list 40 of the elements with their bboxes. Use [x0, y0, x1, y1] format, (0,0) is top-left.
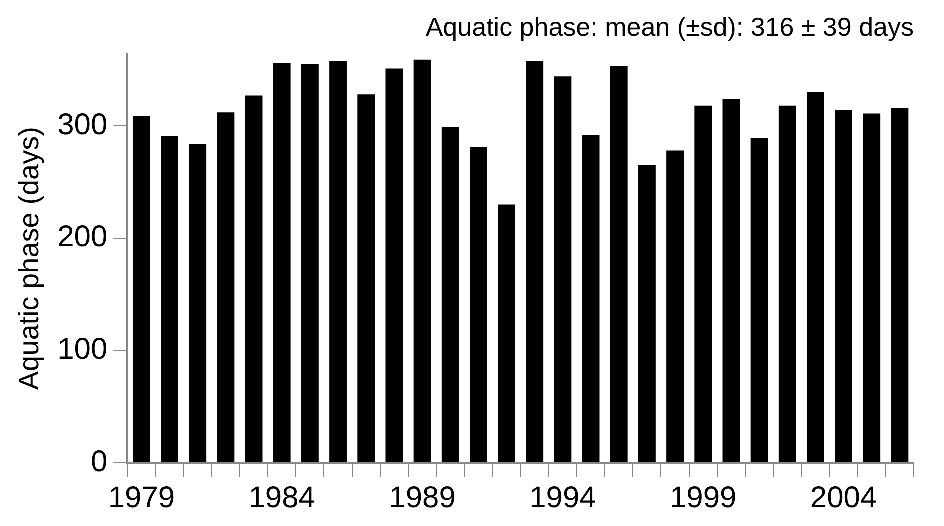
x-tick-label: 1984 — [248, 481, 316, 514]
bar — [638, 165, 656, 462]
bar — [386, 68, 404, 462]
bar — [526, 60, 544, 462]
bar — [161, 136, 178, 462]
bar — [750, 138, 768, 462]
x-tick-label: 1989 — [389, 481, 456, 514]
bar — [442, 127, 460, 462]
chart-title: Aquatic phase: mean (±sd): 316 ± 39 days — [426, 12, 914, 42]
bar — [778, 106, 796, 462]
x-tick-label: 1999 — [670, 481, 737, 514]
bar — [694, 106, 712, 462]
bar — [807, 92, 824, 462]
bar — [358, 94, 376, 462]
bar — [610, 66, 628, 462]
bar — [245, 96, 263, 462]
bar — [301, 64, 319, 462]
bar — [414, 60, 432, 462]
bar — [863, 114, 881, 462]
bar — [722, 99, 740, 462]
y-tick-label: 0 — [90, 445, 108, 478]
x-tick-label: 1994 — [530, 481, 596, 514]
bar — [498, 204, 516, 462]
bar — [891, 108, 909, 462]
bar — [666, 150, 684, 462]
bar — [132, 116, 150, 462]
bar — [470, 147, 488, 462]
y-tick-label: 100 — [58, 332, 108, 366]
bar — [189, 144, 207, 462]
y-axis-title: Aquatic phase (days) — [14, 127, 45, 390]
y-tick-label: 300 — [58, 108, 108, 142]
bar — [273, 63, 291, 462]
x-tick-label: 1979 — [108, 481, 176, 514]
y-tick-label: 200 — [58, 220, 108, 254]
bar — [330, 60, 347, 462]
bar — [554, 76, 572, 462]
bar — [217, 112, 235, 462]
bar — [835, 110, 852, 462]
x-tick-label: 2004 — [810, 481, 878, 514]
bar — [582, 135, 600, 462]
